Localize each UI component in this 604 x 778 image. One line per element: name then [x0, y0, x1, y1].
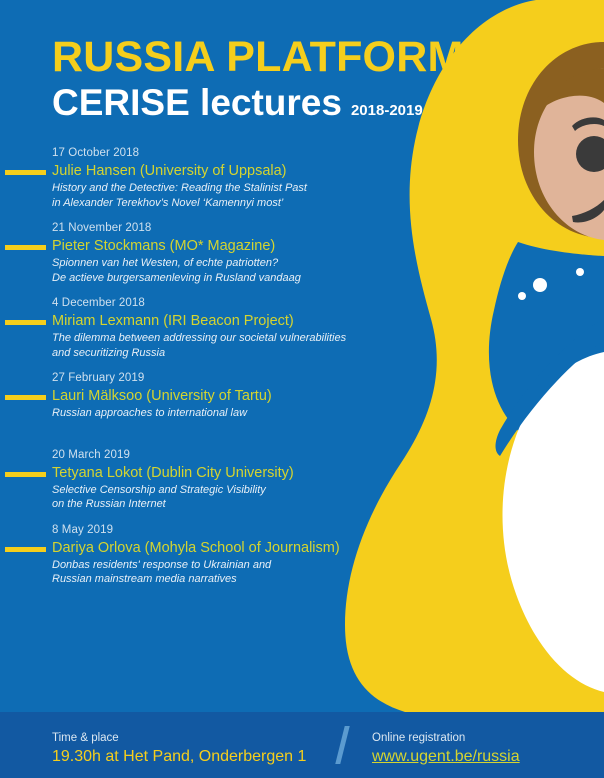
registration-link[interactable]: www.ugent.be/russia: [372, 748, 520, 765]
doll-floral-motifs: [495, 257, 604, 456]
doll-eye: [576, 136, 604, 172]
doll-apron: [502, 352, 604, 692]
time-and-place-block: Time & place 19.30h at Het Pand, Onderbe…: [52, 731, 306, 768]
doll-eyebrow: [572, 117, 604, 131]
time-place-value: 19.30h at Het Pand, Onderbergen 1: [52, 748, 307, 765]
lecture-date: 17 October 2018: [52, 147, 140, 159]
registration-label: Online registration: [372, 732, 466, 744]
time-place-label: Time & place: [52, 732, 119, 744]
lecture-description-line: Selective Censorship and Strategic Visib…: [52, 483, 266, 496]
lecture-date: 27 February 2019: [52, 372, 145, 384]
lecture-list: 17 October 2018 Julie Hansen (University…: [0, 146, 420, 598]
lecture-description-line: in Alexander Terekhov’s Novel ‘Kamennyi …: [52, 196, 284, 209]
registration-block: Online registration www.ugent.be/russia: [372, 731, 520, 768]
lecture-speaker: Lauri Mälksoo (University of Tartu): [52, 388, 272, 404]
lecture-speaker: Miriam Lexmann (IRI Beacon Project): [52, 313, 294, 329]
slash-divider-icon: [335, 726, 350, 764]
lecture-date: 8 May 2019: [52, 523, 114, 536]
doll-smile: [572, 200, 604, 223]
lecture-description-line: Russian mainstream media narratives: [52, 573, 237, 585]
page-subtitle: CERISE lectures: [52, 82, 342, 123]
dash-marker-icon: [5, 395, 46, 400]
lecture-speaker: Pieter Stockmans (MO* Magazine): [52, 238, 276, 254]
lecture-date: 4 December 2018: [52, 297, 145, 309]
lecture-speaker: Julie Hansen (University of Uppsala): [52, 163, 287, 179]
list-item: 27 February 2019 Lauri Mälksoo (Universi…: [0, 371, 420, 421]
lecture-description-line: The dilemma between addressing our socie…: [52, 332, 347, 344]
lecture-speaker: Dariya Orlova (Mohyla School of Journali…: [52, 539, 340, 556]
doll-face: [534, 68, 604, 240]
list-item: 20 March 2019 Tetyana Lokot (Dublin City…: [0, 448, 420, 512]
lecture-description-line: Spionnen van het Westen, of echte patrio…: [52, 257, 279, 269]
list-item: 8 May 2019 Dariya Orlova (Mohyla School …: [0, 523, 420, 587]
dash-marker-icon: [5, 471, 46, 477]
lecture-description-line: History and the Detective: Reading the S…: [52, 182, 307, 194]
poster-footer: Time & place 19.30h at Het Pand, Onderbe…: [0, 712, 604, 778]
lecture-description-line: Russian approaches to international law: [52, 407, 248, 419]
dash-marker-icon: [5, 245, 46, 250]
academic-year-label: 2018-2019: [350, 102, 423, 119]
lecture-description-line: Donbas residents' response to Ukrainian …: [52, 558, 272, 571]
dash-marker-icon: [5, 320, 46, 325]
dash-marker-icon: [5, 546, 46, 552]
list-item: 21 November 2018 Pieter Stockmans (MO* M…: [0, 221, 420, 285]
poster-heading: RUSSIA PLATFORM CERISE lectures 2018-201…: [52, 34, 463, 123]
doll-dress: [488, 242, 604, 470]
doll-hair: [518, 42, 604, 238]
subtitle-row: CERISE lectures 2018-2019: [52, 83, 463, 123]
lecture-description-line: De actieve burgersamenleving in Rusland …: [52, 271, 301, 284]
dash-marker-icon: [5, 170, 46, 175]
list-item: 17 October 2018 Julie Hansen (University…: [0, 146, 420, 210]
lecture-date: 20 March 2019: [52, 448, 131, 461]
list-item: 4 December 2018 Miriam Lexmann (IRI Beac…: [0, 296, 420, 360]
lecture-speaker: Tetyana Lokot (Dublin City University): [52, 464, 294, 481]
lecture-date: 21 November 2018: [52, 222, 152, 234]
doll-dot-accents: [518, 268, 584, 442]
lecture-description-line: and securitizing Russia: [52, 346, 166, 359]
page-title: RUSSIA PLATFORM: [52, 33, 464, 81]
lecture-description-line: on the Russian Internet: [52, 498, 166, 510]
